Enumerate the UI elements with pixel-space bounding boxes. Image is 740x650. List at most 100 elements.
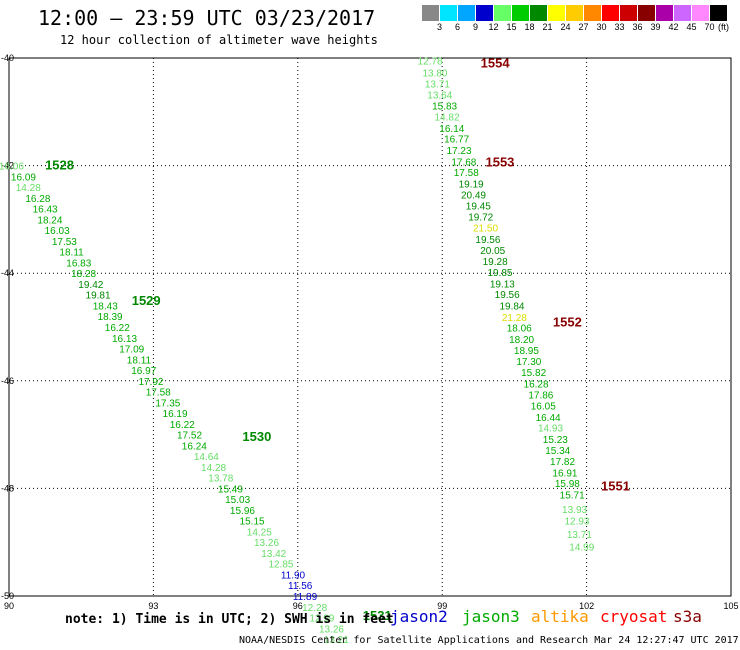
legend-item: 27 (566, 5, 589, 32)
legend-label: 18 (524, 22, 535, 32)
wave-height-value: 19.19 (459, 179, 484, 190)
wave-height-value: 16.03 (45, 226, 70, 237)
legend-swatch (566, 5, 583, 21)
orbit-pass-label: 1553 (485, 154, 514, 169)
orbit-pass-label: 1531 (363, 608, 392, 623)
wave-height-value: 12.28 (302, 603, 327, 614)
legend-swatch (584, 5, 601, 21)
wave-height-value: 18.11 (127, 355, 152, 366)
legend-item: 9 (458, 5, 478, 32)
legend-label: 70 (704, 22, 715, 32)
wave-height-value: 15.96 (230, 506, 255, 517)
wave-height-value: 17.82 (550, 457, 575, 468)
wave-height-value: 19.13 (490, 279, 515, 290)
wave-height-value: 14.82 (434, 113, 459, 124)
wave-height-value: 13.64 (427, 91, 452, 102)
wave-height-value: 11.89 (293, 592, 318, 603)
legend-swatch (602, 5, 619, 21)
wave-height-value: 14.64 (194, 452, 219, 463)
lat-tick-label: -44 (1, 268, 14, 278)
wave-height-value: 15.49 (218, 484, 243, 495)
wave-height-value: 14.28 (201, 463, 226, 474)
wave-height-value: 13.26 (254, 538, 279, 549)
legend-label: 42 (668, 22, 679, 32)
lat-tick-label: -50 (1, 591, 14, 601)
mission-jason3: jason3 (462, 607, 520, 626)
lon-tick-label: 96 (293, 601, 303, 611)
wave-height-value: 17.68 (451, 157, 476, 168)
wave-height-value: 18.28 (71, 269, 96, 280)
wave-height-value: 21.50 (473, 223, 498, 234)
wave-height-value: 11.56 (288, 581, 313, 592)
orbit-pass-label: 1554 (481, 55, 511, 70)
legend-swatch (512, 5, 529, 21)
legend-item: 30 (584, 5, 607, 32)
wave-height-value: 13.93 (562, 505, 587, 516)
wave-height-value: 16.91 (552, 468, 577, 479)
wave-height-value: 15.83 (432, 101, 457, 112)
wave-height-value: 17.53 (52, 237, 77, 248)
legend-label: 6 (454, 22, 460, 32)
wave-height-value: 16.28 (25, 194, 50, 205)
legend-label: 45 (686, 22, 697, 32)
legend-item: 39 (638, 5, 661, 32)
legend-label: 9 (472, 22, 478, 32)
wave-height-value: 16.13 (112, 334, 137, 345)
wave-height-value: 12.78 (418, 57, 443, 68)
map-frame (8, 57, 732, 597)
wave-height-value: 18.39 (98, 312, 123, 323)
wave-height-value: 13.26 (319, 624, 344, 635)
lat-tick-label: -48 (1, 483, 14, 493)
wave-height-value: 13.78 (208, 474, 233, 485)
legend-label: 33 (614, 22, 625, 32)
mission-s3a: s3a (673, 607, 702, 626)
wave-height-value: 13.71 (567, 530, 592, 541)
wave-height-value: 19.42 (78, 280, 103, 291)
legend-item: 21 (530, 5, 553, 32)
wave-height-value: 13.71 (425, 79, 450, 90)
wave-height-value: 19.56 (495, 290, 520, 301)
wave-height-value: 16.28 (524, 379, 549, 390)
legend-label: 21 (542, 22, 553, 32)
legend-swatch (440, 5, 457, 21)
legend-label: 36 (632, 22, 643, 32)
orbit-pass-label: 1530 (242, 429, 271, 444)
wave-height-value: 19.85 (487, 268, 512, 279)
wave-height-value: 13.21 (324, 635, 349, 646)
legend-label: 3 (436, 22, 442, 32)
wave-height-value: 12.99 (309, 614, 334, 625)
legend-item: 18 (512, 5, 535, 32)
lat-tick-label: -40 (1, 53, 14, 63)
legend-label: 12 (488, 22, 499, 32)
legend-swatch (620, 5, 637, 21)
orbit-pass-label: 1528 (45, 158, 74, 173)
legend-label: 15 (506, 22, 517, 32)
wave-height-value: 18.11 (59, 248, 84, 259)
wave-height-value: 15.98 (555, 479, 580, 490)
lat-tick-label: -46 (1, 376, 14, 386)
orbit-pass-label: 1529 (132, 293, 161, 308)
wave-height-value: 17.30 (516, 357, 541, 368)
page-title: 12:00 – 23:59 UTC 03/23/2017 (38, 6, 376, 30)
legend-swatch (710, 5, 727, 21)
legend-item: 3 (422, 5, 442, 32)
wave-height-value: 15.03 (225, 495, 250, 506)
wave-height-value: 18.20 (509, 335, 534, 346)
wave-height-value: 17.23 (447, 146, 472, 157)
legend-item: 24 (548, 5, 571, 32)
legend-item (710, 5, 727, 21)
wave-height-value: 16.05 (531, 402, 556, 413)
wave-height-value: 16.14 (439, 124, 464, 135)
legend-label: 39 (650, 22, 661, 32)
wave-height-value: 20.49 (461, 191, 486, 202)
mission-jason2: jason2 (390, 607, 448, 626)
wave-height-value: 18.43 (93, 301, 118, 312)
wave-height-value: 19.45 (466, 201, 491, 212)
credit-line: NOAA/NESDIS Center for Satellite Applica… (239, 635, 739, 646)
legend-swatch (530, 5, 547, 21)
wave-height-value: 15.23 (543, 435, 568, 446)
wave-height-value: 15.34 (545, 446, 570, 457)
legend-item: 6 (440, 5, 460, 32)
wave-height-value: 15.71 (560, 490, 585, 501)
